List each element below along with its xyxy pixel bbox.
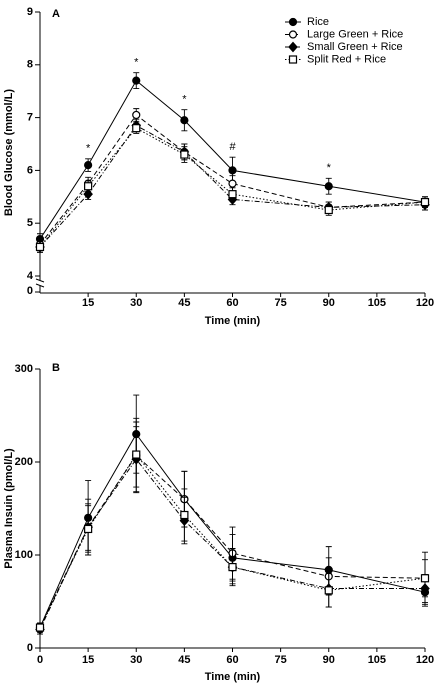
marker [84,161,93,170]
y-tick-label: 0 [27,285,33,297]
marker [288,55,298,64]
series [35,122,430,253]
annotation: * [327,162,332,174]
x-tick-label: 105 [368,297,386,309]
y-axis-title: Plasma Insuin (pmol/L) [3,448,15,569]
marker [228,190,237,199]
annotation: * [86,143,91,155]
legend-label: Split Red + Rice [307,53,386,65]
x-tick-label: 120 [416,654,434,666]
marker [288,17,298,27]
y-tick-label: 300 [15,363,33,375]
series [35,417,430,633]
x-tick-label: 30 [130,654,142,666]
marker [324,205,333,215]
x-tick-label: 75 [275,654,287,666]
marker [180,510,189,520]
marker [84,524,93,534]
y-tick-label: 6 [27,164,33,176]
x-tick-label: 15 [82,654,94,666]
x-tick-label: 105 [368,654,386,666]
marker [228,562,237,572]
series [35,108,430,251]
marker [180,150,189,159]
x-axis-title: Time (min) [205,315,261,327]
marker [324,182,333,191]
y-break [35,283,45,288]
y-tick-label: 8 [27,59,33,71]
series [35,72,430,245]
legend-label: Large Green + Rice [307,28,403,40]
marker [132,124,141,133]
marker [35,623,45,632]
y-break [35,278,45,283]
x-axis-title: Time (min) [205,671,261,683]
y-axis-title: Blood Glucose (mmol/L) [3,89,15,216]
panel-label: B [52,362,60,374]
marker [228,179,237,188]
marker [132,110,141,120]
y-tick-label: 4 [27,270,34,282]
marker [288,30,298,39]
x-tick-label: 0 [37,654,43,666]
x-tick-label: 60 [226,654,238,666]
marker [132,76,141,85]
legend-label: Small Green + Rice [307,41,403,53]
x-tick-label: 45 [178,297,190,309]
marker [288,41,298,53]
y-tick-label: 100 [15,549,33,561]
marker [84,182,93,191]
annotation: * [182,94,187,106]
marker [420,574,430,583]
y-tick-label: 9 [27,6,33,18]
y-tick-label: 200 [15,456,33,468]
marker [324,586,333,595]
x-tick-label: 15 [82,297,94,309]
panel-label: A [52,8,60,20]
series [35,394,430,633]
marker [420,197,430,207]
x-tick-label: 30 [130,297,142,309]
marker [35,242,45,252]
marker [180,116,189,125]
x-tick-label: 60 [226,297,238,309]
y-tick-label: 0 [27,642,33,654]
annotation: * [134,57,139,69]
x-tick-label: 120 [416,297,434,309]
marker [228,166,237,175]
x-tick-label: 90 [323,654,335,666]
series [35,421,430,633]
x-tick-label: 75 [275,297,287,309]
legend-label: Rice [307,16,329,28]
marker [132,450,141,459]
y-tick-label: 5 [27,217,33,229]
annotation: # [229,141,236,153]
y-tick-label: 7 [27,112,33,124]
x-tick-label: 45 [178,654,190,666]
x-tick-label: 90 [323,297,335,309]
